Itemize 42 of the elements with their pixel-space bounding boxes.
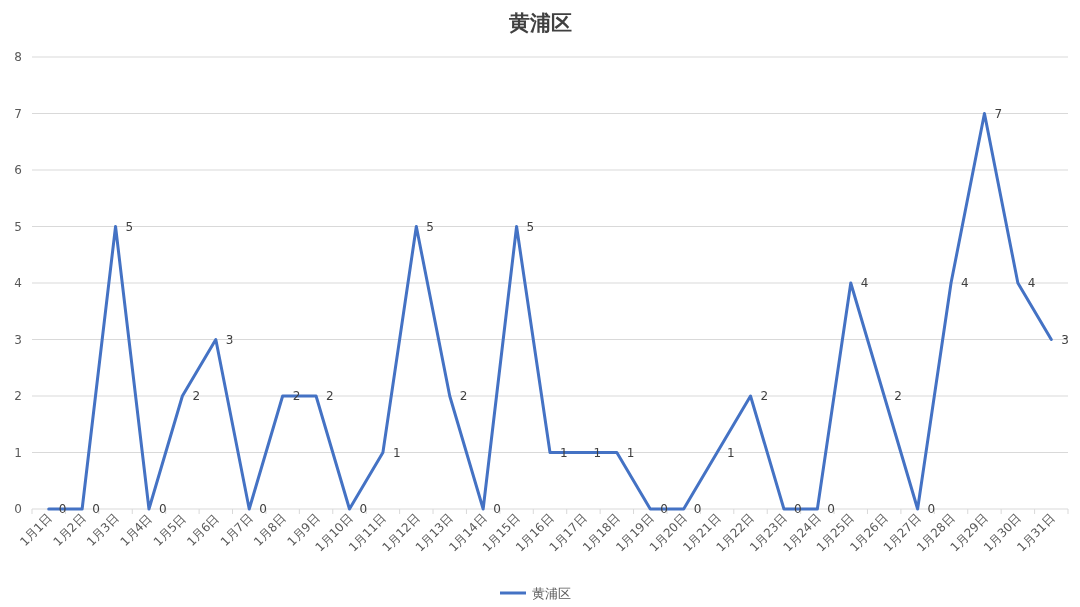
data-label: 4 [961, 276, 969, 290]
data-label: 4 [860, 276, 869, 290]
data-label: 1 [593, 445, 602, 460]
data-label: 1 [727, 445, 735, 460]
data-label: 0 [158, 502, 167, 516]
data-label: 4 [1027, 276, 1036, 290]
data-label: 0 [660, 502, 668, 516]
data-label: 5 [526, 219, 535, 234]
data-label: 2 [894, 389, 902, 403]
y-tick-label: 6 [14, 163, 22, 177]
data-label: 5 [125, 219, 134, 234]
y-tick-label: 3 [14, 332, 22, 347]
data-label: 0 [92, 502, 100, 516]
data-label: 3 [225, 332, 234, 347]
y-tick-label: 8 [14, 50, 22, 64]
y-tick-label: 7 [14, 106, 22, 121]
y-tick-label: 1 [14, 445, 22, 460]
data-label: 1 [626, 445, 635, 460]
data-label: 0 [793, 502, 802, 516]
data-label: 1 [392, 445, 401, 460]
data-label: 0 [58, 502, 67, 516]
data-label: 2 [459, 389, 468, 403]
data-label: 0 [927, 502, 936, 516]
y-tick-label: 2 [14, 389, 22, 403]
data-label: 0 [359, 502, 368, 516]
y-tick-label: 0 [14, 502, 22, 516]
data-label: 0 [493, 502, 501, 516]
data-label: 1 [560, 445, 568, 460]
y-tick-label: 4 [14, 276, 22, 290]
data-label: 2 [760, 389, 769, 403]
data-label: 3 [1061, 332, 1069, 347]
chart-title: 黄浦区 [507, 11, 572, 35]
data-label: 0 [693, 502, 702, 516]
data-label: 0 [827, 502, 835, 516]
data-label: 7 [994, 106, 1003, 121]
data-label: 2 [192, 389, 201, 403]
legend-label: 黄浦区 [532, 586, 571, 601]
y-tick-label: 5 [14, 219, 22, 234]
data-label: 2 [326, 389, 334, 403]
data-label: 2 [292, 389, 301, 403]
data-label: 5 [426, 219, 434, 234]
data-label: 0 [259, 502, 267, 516]
